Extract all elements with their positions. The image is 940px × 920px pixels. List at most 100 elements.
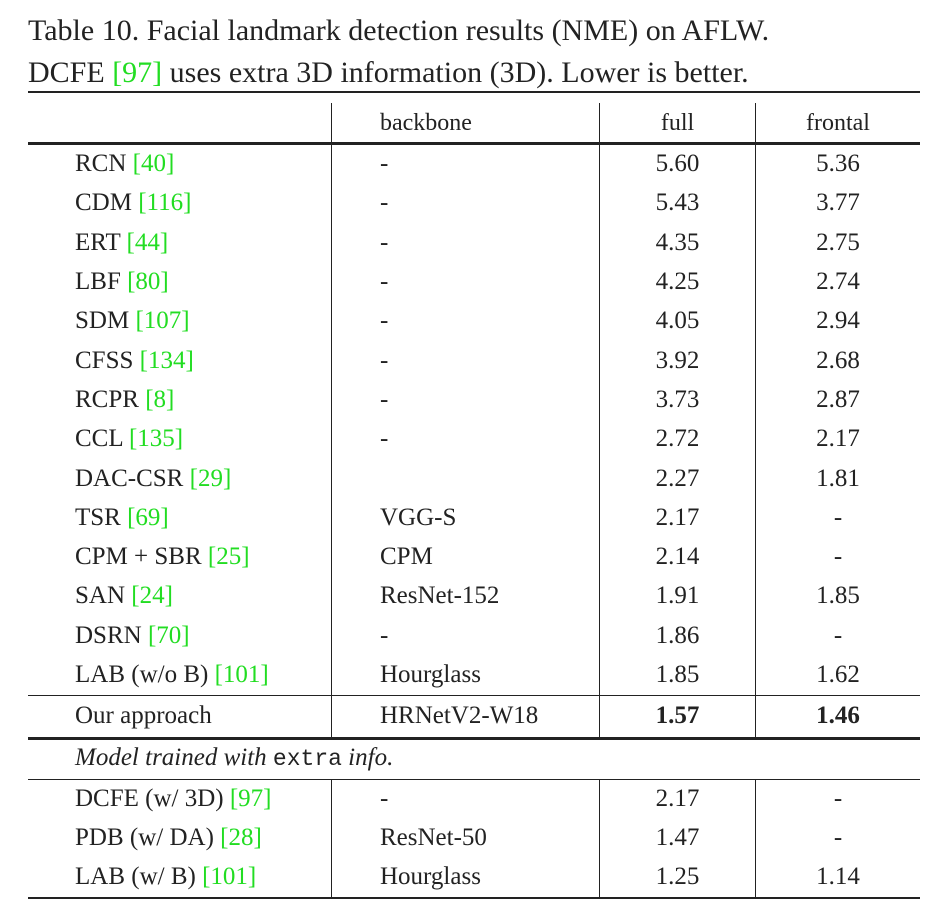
table-caption: Table 10. Facial landmark detection resu…	[28, 10, 920, 94]
method-cell: ERT [44]	[75, 228, 168, 258]
method-cell: LAB (w/o B) [101]	[75, 660, 269, 690]
frontal-cell: 1.62	[816, 661, 860, 688]
method-cell: CDM [116]	[75, 188, 191, 218]
citation-link[interactable]: [69]	[127, 504, 169, 531]
backbone-cell: ResNet-50	[380, 824, 487, 851]
citation-link[interactable]: [97]	[229, 785, 272, 812]
backbone-cell: ResNet-152	[380, 582, 500, 609]
citation-link[interactable]: [40]	[132, 150, 175, 177]
full-cell: 3.92	[655, 347, 700, 374]
caption-line-2: DCFE [97] uses extra 3D information (3D)…	[28, 52, 920, 94]
method-cell: CPM + SBR [25]	[75, 542, 250, 572]
bottom-rule	[28, 897, 920, 899]
frontal-cell: -	[833, 785, 843, 812]
method-cell: PDB (w/ DA) [28]	[75, 823, 262, 853]
citation-link[interactable]: [101]	[214, 661, 269, 688]
backbone-cell: CPM	[380, 543, 433, 570]
full-cell: 4.35	[655, 229, 700, 256]
extra-rule	[28, 779, 920, 780]
method-name: PDB (w/ DA)	[75, 824, 221, 851]
backbone-cell: -	[380, 622, 389, 649]
frontal-cell: 2.17	[816, 425, 860, 452]
frontal-cell: 1.85	[816, 582, 860, 609]
header-backbone: backbone	[380, 110, 472, 136]
backbone-cell: -	[380, 189, 389, 216]
ours-top-rule	[28, 695, 920, 696]
backbone-cell: -	[380, 386, 389, 413]
method-name: CDM	[75, 189, 139, 216]
header-full: full	[660, 110, 695, 136]
citation-link[interactable]: [29]	[189, 465, 232, 492]
method-name: DCFE (w/ 3D)	[75, 785, 230, 812]
backbone-cell: HRNetV2-W18	[380, 702, 539, 729]
backbone-cell: VGG-S	[380, 504, 457, 531]
full-cell: 1.91	[655, 582, 700, 609]
caption-text: DCFE	[28, 56, 113, 89]
method-name: DSRN	[75, 622, 148, 649]
full-cell: 4.25	[655, 268, 700, 295]
citation-link[interactable]: [134]	[139, 347, 194, 374]
frontal-cell-best: 1.46	[816, 702, 860, 729]
citation-link[interactable]: [97]	[112, 56, 163, 89]
backbone-cell: -	[380, 785, 389, 812]
method-cell: SDM [107]	[75, 306, 190, 336]
note-text: Model trained with	[75, 744, 273, 771]
citation-link[interactable]: [25]	[207, 543, 250, 570]
backbone-cell: -	[380, 425, 389, 452]
method-name: RCN	[75, 150, 133, 177]
method-name: LBF	[75, 268, 128, 295]
extra-info-note: Model trained with extra info.	[75, 743, 393, 774]
frontal-cell: 1.81	[816, 465, 860, 492]
caption-line-1: Table 10. Facial landmark detection resu…	[28, 14, 770, 47]
citation-link[interactable]: [116]	[138, 189, 192, 216]
method-cell: DAC-CSR [29]	[75, 464, 231, 494]
citation-link[interactable]: [80]	[127, 268, 169, 295]
method-cell: Our approach	[75, 702, 212, 729]
method-name: CCL	[75, 425, 129, 452]
column-divider	[599, 103, 600, 737]
citation-link[interactable]: [44]	[126, 229, 169, 256]
citation-link[interactable]: [107]	[135, 307, 190, 334]
column-divider	[331, 780, 332, 897]
full-cell: 1.85	[655, 661, 700, 688]
method-name: CPM + SBR	[75, 543, 208, 570]
column-divider	[755, 780, 756, 897]
method-cell: RCN [40]	[75, 149, 174, 179]
column-divider	[755, 103, 756, 737]
method-name: LAB (w/o B)	[75, 661, 215, 688]
full-cell: 1.86	[655, 622, 700, 649]
caption-text: uses extra 3D information (3D). Lower is…	[162, 56, 749, 89]
method-cell: DCFE (w/ 3D) [97]	[75, 784, 272, 814]
method-cell: CCL [135]	[75, 424, 183, 454]
backbone-cell: -	[380, 307, 389, 334]
note-code: extra	[272, 746, 342, 772]
frontal-cell: -	[833, 824, 843, 851]
full-cell: 4.05	[655, 307, 700, 334]
method-cell: CFSS [134]	[75, 346, 194, 376]
backbone-cell: -	[380, 268, 389, 295]
method-cell: RCPR [8]	[75, 385, 174, 415]
citation-link[interactable]: [101]	[202, 863, 257, 890]
citation-link[interactable]: [70]	[147, 622, 190, 649]
note-text: info.	[341, 744, 394, 771]
frontal-cell: -	[833, 504, 843, 531]
frontal-cell: -	[833, 622, 843, 649]
frontal-cell: 2.68	[816, 347, 860, 374]
top-rule	[28, 91, 920, 93]
full-cell: 1.47	[655, 824, 700, 851]
method-name: RCPR	[75, 386, 146, 413]
frontal-cell: 1.14	[816, 863, 860, 890]
full-cell: 2.27	[655, 465, 700, 492]
full-cell: 5.43	[655, 189, 700, 216]
column-divider	[599, 780, 600, 897]
citation-link[interactable]: [135]	[128, 425, 184, 452]
citation-link[interactable]: [24]	[131, 582, 173, 609]
ours-bottom-rule	[28, 737, 920, 740]
citation-link[interactable]: [28]	[220, 824, 262, 851]
method-name: SDM	[75, 307, 136, 334]
method-name: SAN	[75, 582, 132, 609]
method-cell: LAB (w/ B) [101]	[75, 862, 256, 892]
method-name: ERT	[75, 229, 127, 256]
backbone-cell: Hourglass	[380, 661, 481, 688]
citation-link[interactable]: [8]	[145, 386, 175, 413]
